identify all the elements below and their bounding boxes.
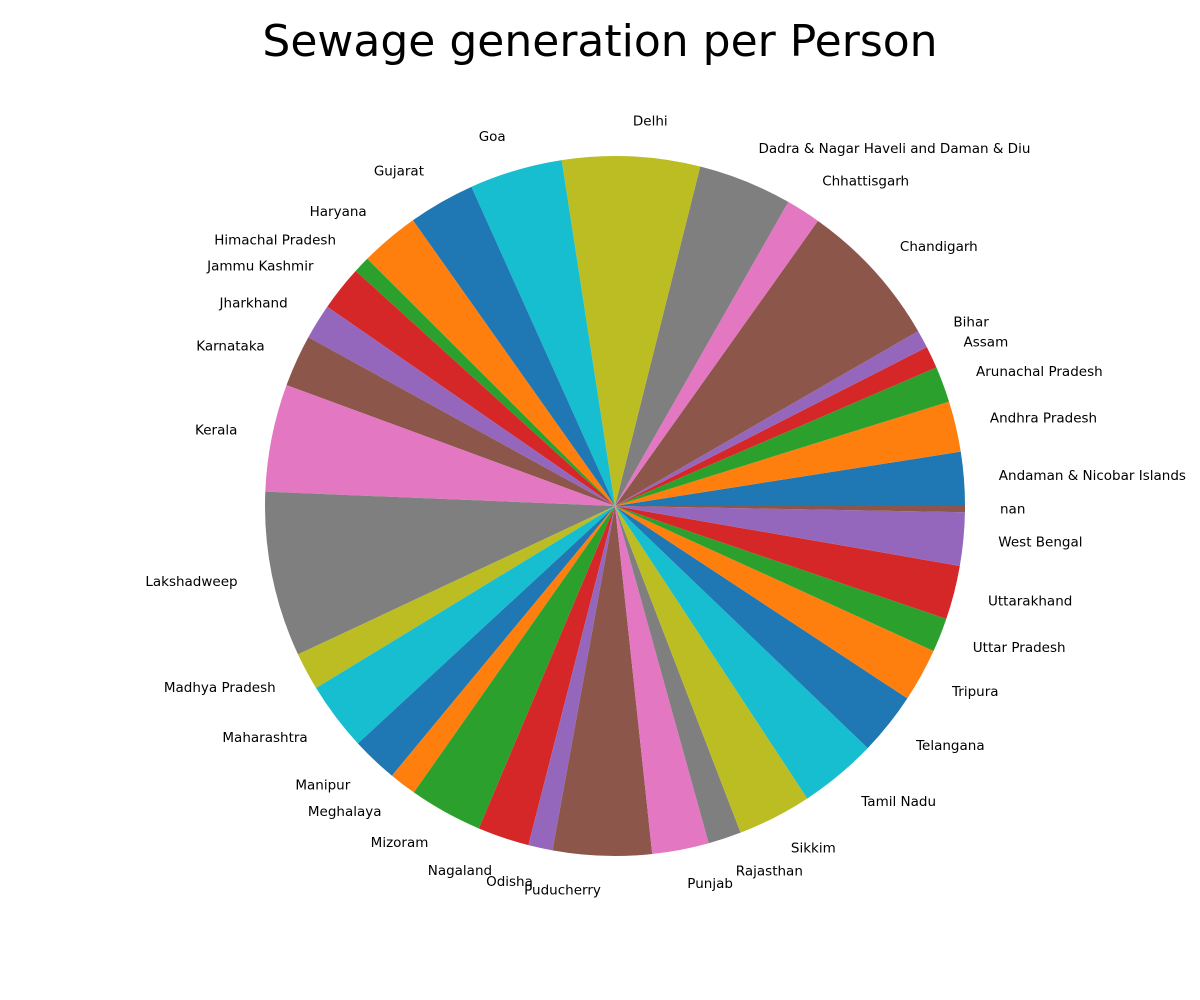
pie-slice [615,451,965,506]
pie-slice [615,166,789,507]
slice-label: Andhra Pradesh [990,411,1097,427]
slice-label: Uttar Pradesh [973,640,1066,656]
slice-label: Puducherry [524,883,601,899]
pie-slice [308,306,615,506]
slice-label: Haryana [310,204,367,220]
slice-label: Himachal Pradesh [214,233,336,249]
slice-label: Karnataka [196,338,264,354]
pie-slice [615,506,741,844]
pie-slice [615,506,709,855]
pie-slice [327,270,615,506]
slice-label: Rajasthan [736,864,803,880]
pie-slice [615,506,965,513]
slice-label: Arunachal Pradesh [976,364,1103,380]
slice-label: Delhi [633,113,668,129]
slice-label: Assam [964,334,1009,350]
chart-title: Sewage generation per Person [262,16,937,67]
slice-label: Gujarat [374,164,424,180]
slice-label: Nagaland [428,863,492,879]
pie-slice [615,367,950,506]
pie-slice [615,220,919,506]
slice-label: Telangana [915,738,985,754]
slice-label: Dadra & Nagar Haveli and Daman & Diu [759,141,1031,157]
slice-label: Odisha [486,874,533,890]
pie-slice [615,506,908,749]
pie-slice [615,506,934,699]
pie-slices [264,156,965,857]
slice-label: nan [1000,501,1025,517]
pie-slice [615,347,937,506]
pie-slice [615,506,808,833]
pie-slice [265,385,615,506]
pie-slice [357,506,615,776]
pie-slice [615,331,927,506]
slice-label: Chandigarh [900,239,978,255]
pie-slice [413,506,615,829]
slice-label: Sikkim [791,841,836,857]
pie-slice [264,491,615,655]
pie-slice [298,506,615,689]
pie-slice [391,506,615,793]
slice-label: Mizoram [371,835,429,851]
pie-slice [561,156,701,507]
pie-slice [367,220,615,507]
slice-label: Goa [479,129,506,145]
slice-label: Lakshadweep [145,574,237,590]
slice-label: Uttarakhand [988,593,1072,609]
slice-label: Maharashtra [222,730,307,746]
pie-slice [615,506,868,799]
pie-slice [355,258,615,506]
slice-label: Chhattisgarh [822,174,909,190]
slice-label: West Bengal [998,535,1082,551]
slice-label: Meghalaya [308,804,382,820]
pie-slice [528,506,615,851]
slice-label: Jharkhand [219,295,288,311]
slice-label: Tamil Nadu [860,794,936,810]
slice-label: Bihar [953,314,989,330]
pie-slice [412,186,615,506]
pie-slice [615,506,960,619]
slice-label: Punjab [687,876,733,892]
pie-slice [615,401,961,506]
pie-slice [316,506,615,744]
pie-slice [615,506,965,566]
slice-label: Manipur [295,778,350,794]
pie-slice [478,506,615,846]
pie-labels: Andaman & Nicobar Islands Andhra Pradesh A… [145,113,1186,898]
pie-slice [471,160,615,506]
pie-slice [286,337,615,506]
slice-label: Madhya Pradesh [164,680,276,696]
pie-slice [615,201,818,506]
slice-label: Jammu Kashmir [206,259,314,275]
pie-slice [615,506,947,652]
slice-label: Tripura [951,684,999,700]
pie-slice [552,506,653,857]
slice-label: Andaman & Nicobar Islands [999,468,1186,484]
slice-label: Kerala [195,423,237,439]
